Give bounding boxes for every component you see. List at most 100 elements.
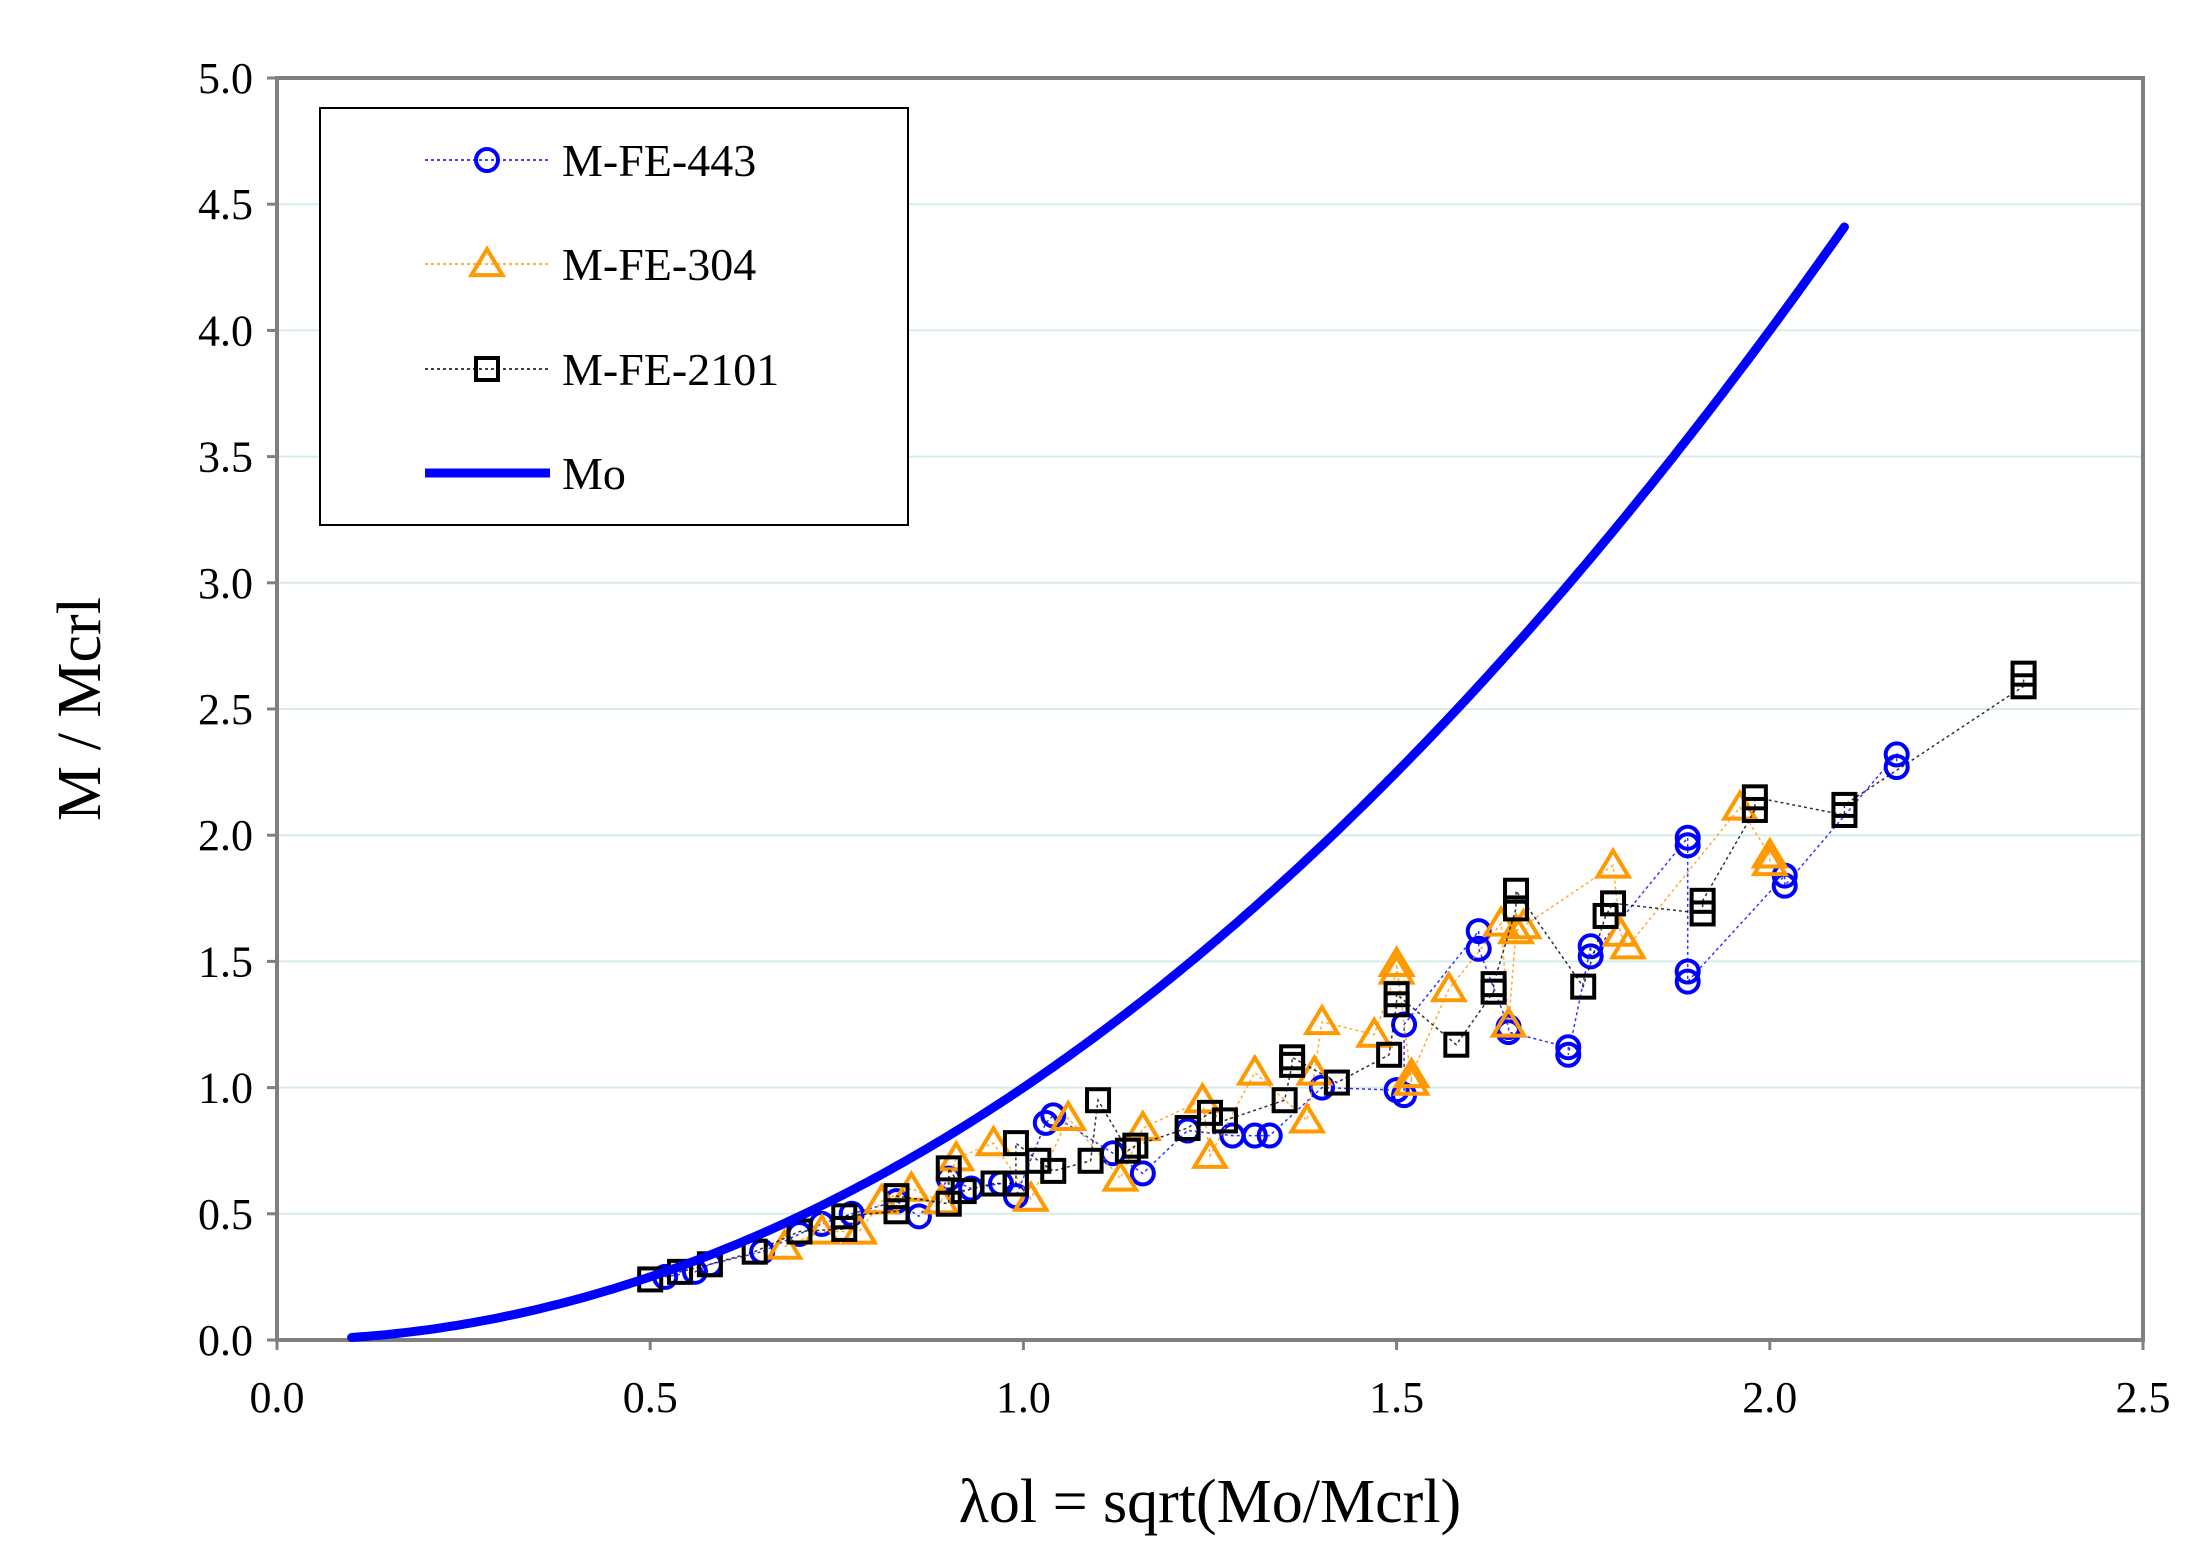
x-tick-label: 1.5 — [1369, 1373, 1424, 1422]
data-point-m-fe-304 — [1496, 912, 1536, 945]
series-m-fe-2101 — [637, 660, 2037, 1293]
data-point-m-fe-304 — [1302, 1003, 1342, 1036]
data-point-m-fe-443 — [1129, 1160, 1156, 1187]
data-point-m-fe-443 — [1674, 968, 1701, 995]
data-point-m-fe-443 — [1674, 832, 1701, 859]
data-point-m-fe-2101 — [883, 1183, 910, 1210]
data-point-m-fe-304 — [1750, 844, 1789, 877]
y-axis-title: M / Mcrl — [46, 597, 114, 821]
data-point-m-fe-443 — [1256, 1122, 1283, 1149]
data-point-m-fe-443 — [1555, 1034, 1582, 1061]
legend-label-m-fe-304: M-FE-304 — [562, 239, 756, 290]
data-point-m-fe-304 — [1011, 1179, 1050, 1212]
data-point-m-fe-2101 — [1383, 981, 1410, 1008]
data-point-m-fe-443 — [1577, 933, 1604, 960]
data-point-m-fe-2101 — [1211, 1107, 1238, 1134]
data-point-m-fe-2101 — [1174, 1114, 1201, 1141]
y-tick-label: 4.0 — [198, 306, 253, 355]
legend-item-m-fe-2101: M-FE-2101 — [425, 344, 779, 395]
data-point-m-fe-2101 — [1085, 1087, 1112, 1114]
legend-marker-m-fe-2101 — [474, 356, 500, 382]
data-point-m-fe-443 — [1883, 741, 1910, 768]
data-point-m-fe-443 — [1465, 935, 1492, 962]
data-point-m-fe-2101 — [1114, 1137, 1141, 1164]
y-tick-label: 4.5 — [198, 180, 253, 229]
data-point-m-fe-443 — [838, 1200, 865, 1227]
data-point-m-fe-304 — [765, 1227, 804, 1260]
data-point-m-fe-443 — [1674, 824, 1701, 851]
x-tick-label: 0.0 — [250, 1373, 305, 1422]
data-point-m-fe-2101 — [1480, 971, 1507, 998]
data-point-m-fe-304 — [1295, 1053, 1334, 1086]
data-point-m-fe-304 — [1593, 846, 1633, 879]
data-point-m-fe-304 — [840, 1212, 879, 1245]
data-point-m-fe-2101 — [935, 1155, 962, 1182]
data-point-m-fe-304 — [1504, 907, 1543, 940]
legend-label-mo: Mo — [562, 448, 626, 499]
x-tick-label: 2.5 — [2116, 1373, 2171, 1422]
data-point-m-fe-304 — [1101, 1159, 1140, 1192]
y-tick-label: 3.0 — [198, 559, 253, 608]
data-point-m-fe-2101 — [1503, 895, 1530, 922]
data-point-m-fe-304 — [1287, 1101, 1327, 1134]
legend-box — [319, 107, 909, 526]
legend: M-FE-443 M-FE-304 M-FE-2101 Mo — [319, 107, 909, 526]
data-point-m-fe-2101 — [1689, 887, 1716, 914]
data-point-m-fe-2101 — [883, 1198, 910, 1225]
data-point-m-fe-443 — [1674, 958, 1701, 985]
data-point-m-fe-304 — [1392, 1063, 1431, 1096]
data-point-m-fe-304 — [1235, 1053, 1274, 1086]
data-point-m-fe-443 — [1555, 1041, 1582, 1068]
data-point-m-fe-304 — [1183, 1081, 1222, 1114]
data-point-m-fe-443 — [1577, 943, 1604, 970]
data-point-m-fe-304 — [1123, 1109, 1162, 1142]
data-point-m-fe-2101 — [1077, 1147, 1104, 1174]
y-tick-label: 2.5 — [198, 685, 253, 734]
data-point-m-fe-304 — [1750, 836, 1789, 869]
series-m-fe-304 — [765, 788, 1789, 1260]
legend-item-m-fe-304: M-FE-304 — [425, 239, 756, 290]
data-point-m-fe-443 — [1241, 1122, 1268, 1149]
data-point-m-fe-2101 — [1271, 1087, 1298, 1114]
y-tick-label: 1.5 — [198, 937, 253, 986]
legend-marker-m-fe-304 — [467, 245, 507, 278]
data-point-m-fe-304 — [974, 1124, 1013, 1157]
data-point-m-fe-2101 — [831, 1203, 858, 1230]
data-point-m-fe-304 — [1429, 970, 1468, 1003]
series-line-mo — [347, 222, 1849, 1342]
legend-label-m-fe-2101: M-FE-2101 — [562, 344, 779, 395]
legend-item-mo: Mo — [425, 448, 626, 499]
y-tick-label: 5.0 — [198, 54, 253, 103]
data-point-m-fe-2101 — [1279, 1044, 1306, 1071]
y-tick-label: 0.0 — [198, 1316, 253, 1365]
data-point-m-fe-304 — [1049, 1099, 1088, 1132]
data-point-m-fe-2101 — [1600, 890, 1627, 917]
data-point-m-fe-2101 — [1002, 1130, 1029, 1157]
data-point-m-fe-2101 — [950, 1178, 977, 1205]
legend-item-m-fe-443: M-FE-443 — [425, 135, 756, 186]
data-point-m-fe-304 — [922, 1182, 961, 1215]
data-point-m-fe-304 — [1377, 945, 1416, 978]
data-point-m-fe-2101 — [1741, 784, 1768, 811]
data-point-m-fe-2101 — [1197, 1099, 1223, 1126]
data-point-m-fe-2101 — [1002, 1170, 1029, 1197]
x-tick-label: 2.0 — [1742, 1373, 1797, 1422]
data-point-m-fe-2101 — [1323, 1069, 1350, 1096]
data-point-m-fe-304 — [1489, 1005, 1528, 1038]
data-point-m-fe-2101 — [1443, 1031, 1470, 1058]
data-point-m-fe-2101 — [1376, 1041, 1403, 1068]
legend-marker-m-fe-443 — [474, 147, 500, 173]
data-point-m-fe-2101 — [1122, 1132, 1149, 1159]
series-connector-m-fe-304 — [784, 806, 1771, 1248]
data-point-m-fe-304 — [1481, 904, 1521, 937]
x-axis-ticks: 0.0 0.5 1.0 1.5 2.0 2.5 — [250, 1340, 2171, 1422]
data-point-m-fe-2101 — [1040, 1157, 1067, 1184]
x-axis-title: λol = sqrt(Mo/Mcrl) — [959, 1468, 1461, 1536]
data-point-m-fe-443 — [1883, 754, 1910, 781]
data-point-m-fe-443 — [1308, 1074, 1335, 1101]
data-point-m-fe-2101 — [1570, 973, 1597, 1000]
y-tick-label: 3.5 — [198, 433, 253, 482]
data-point-m-fe-304 — [1190, 1137, 1230, 1169]
y-axis-ticks: 0.0 0.5 1.0 1.5 2.0 2.5 3.0 3.5 4.0 4.5 5.0 — [198, 54, 277, 1365]
data-point-m-fe-304 — [1608, 927, 1648, 960]
